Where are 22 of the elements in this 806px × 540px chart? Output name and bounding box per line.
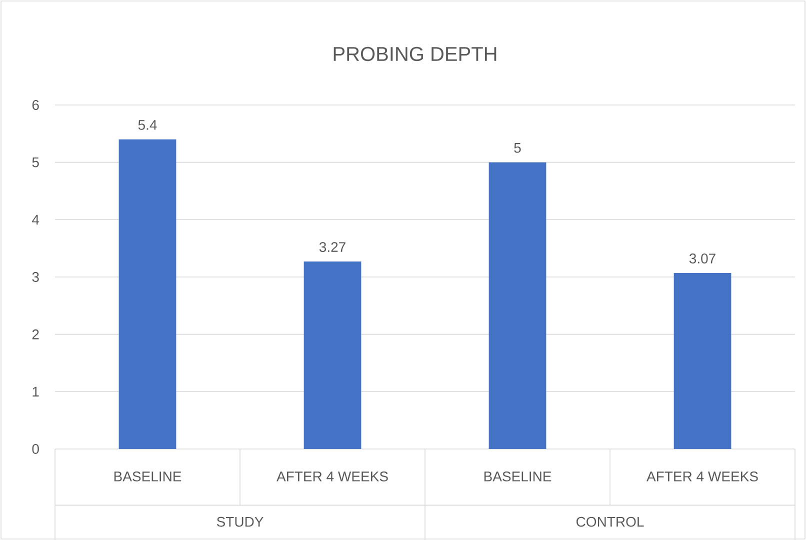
bar xyxy=(674,272,732,449)
text: STUDY xyxy=(216,516,264,527)
y-tick-label: 2 xyxy=(32,329,39,340)
x-tick-label: AFTER 4 WEEKS xyxy=(276,472,388,482)
y-tick-label: 1 xyxy=(32,386,39,396)
bar xyxy=(304,262,362,449)
y-tick-label: 0 xyxy=(32,444,39,454)
y-tick-label: 4 xyxy=(32,214,40,224)
x-tick-label: BASELINE xyxy=(484,472,552,482)
data-label: 3.07 xyxy=(689,254,716,264)
x-tick-label: AFTER 4 WEEKS xyxy=(646,472,758,482)
y-tick-label: 6 xyxy=(32,100,39,110)
x-tick-label: BASELINE xyxy=(114,472,182,482)
text: CONTROL xyxy=(576,516,644,527)
y-tick-label: 5 xyxy=(32,157,39,168)
data-label: 5.4 xyxy=(138,120,157,130)
data-label: 5 xyxy=(514,143,521,153)
chart-title: PROBING DEPTH xyxy=(334,46,496,62)
y-tick-label: 3 xyxy=(32,272,39,282)
bar xyxy=(118,139,176,449)
bar xyxy=(488,162,546,449)
data-label: 3.27 xyxy=(319,242,346,252)
